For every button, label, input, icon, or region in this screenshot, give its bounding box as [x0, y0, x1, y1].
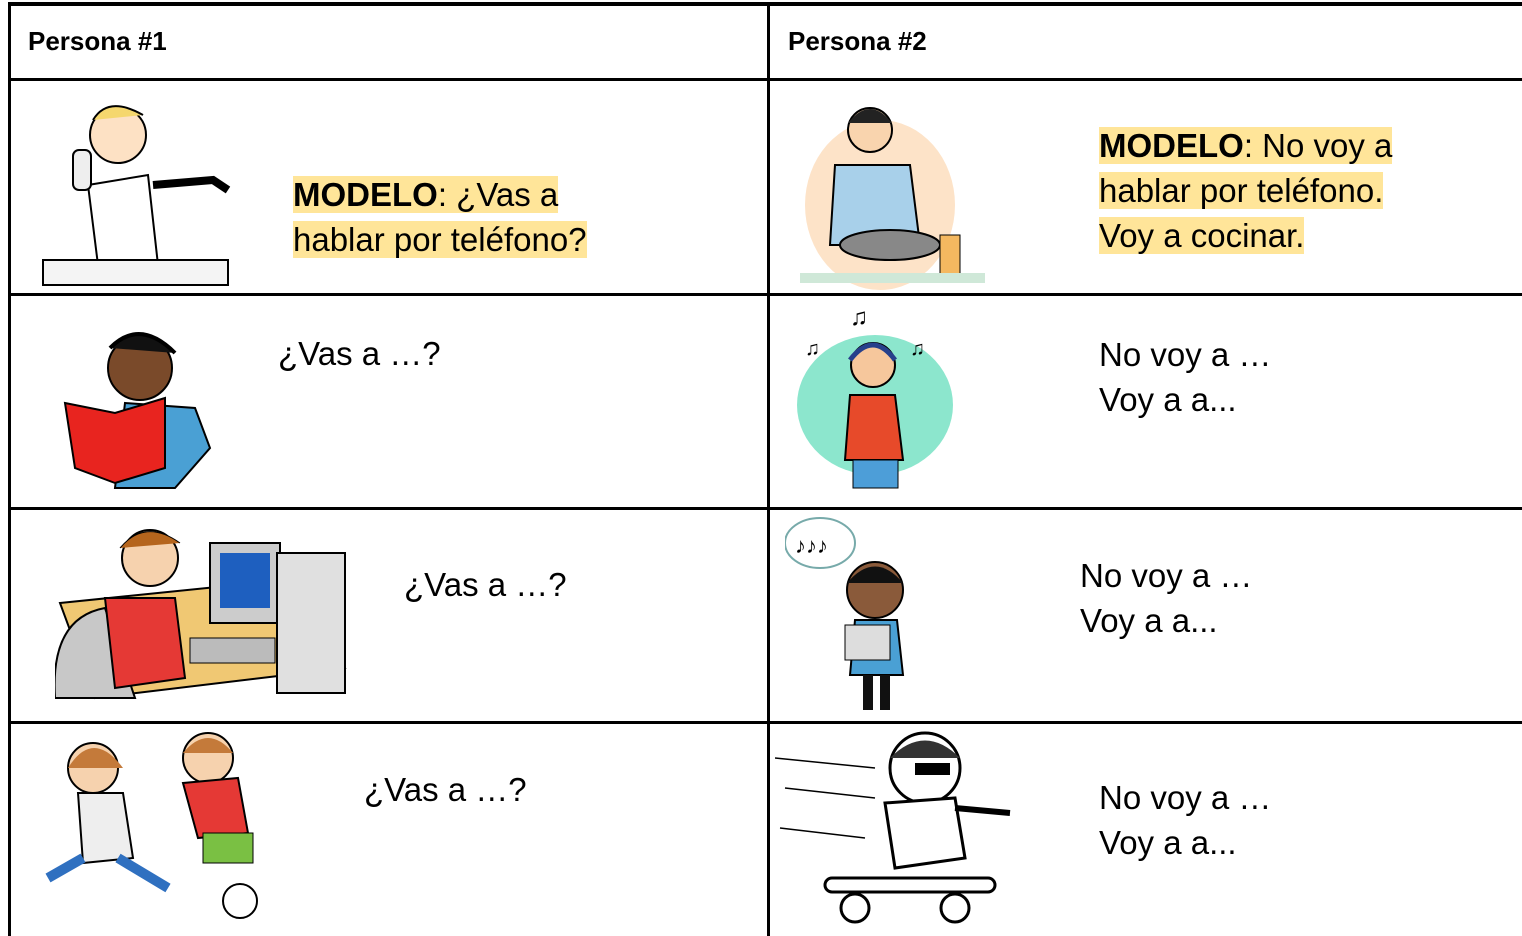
clipart-reading — [63, 332, 212, 489]
header-cell: Persona #2 — [788, 26, 927, 56]
column-divider — [767, 2, 770, 936]
text: Voy a a... — [1099, 381, 1237, 418]
svg-text:♫: ♫ — [805, 338, 820, 360]
question: ¿Vas a …? — [278, 335, 441, 372]
model-answer: MODELO: No voy a hablar por teléfono. Voy… — [1099, 123, 1444, 258]
answer: No voy a … Voy a a... — [1080, 553, 1252, 643]
clipart-soccer — [45, 732, 258, 919]
text: No voy a … — [1099, 336, 1272, 373]
model-label: MODELO — [1099, 127, 1244, 164]
clipart-music: ♫ ♫ ♫ — [797, 310, 953, 489]
row-divider — [8, 293, 1522, 296]
header-cell: Persona #1 — [28, 26, 167, 56]
table-border — [8, 2, 1522, 6]
text: : ¿Vas a hablar por teléfono? — [293, 176, 587, 258]
text: Voy a a... — [1099, 824, 1237, 861]
answer: No voy a … Voy a a... — [1099, 775, 1271, 865]
clipart-computer — [55, 529, 347, 700]
table-border — [8, 2, 11, 936]
clipart-skateboard — [775, 731, 1011, 924]
question: ¿Vas a …? — [404, 566, 567, 603]
text: Voy a a... — [1080, 602, 1218, 639]
row-divider — [8, 721, 1522, 724]
text: : No voy a hablar por teléfono. — [1099, 127, 1393, 209]
row-divider — [8, 78, 1522, 81]
row-divider — [8, 507, 1522, 510]
text: No voy a … — [1099, 779, 1272, 816]
answer: No voy a … Voy a a... — [1099, 332, 1271, 422]
model-question: MODELO: ¿Vas a hablar por teléfono? — [293, 172, 638, 262]
model-label: MODELO — [293, 176, 438, 213]
text: Voy a cocinar. — [1099, 217, 1305, 254]
svg-text:♫: ♫ — [910, 338, 925, 360]
clipart-phone — [42, 105, 231, 286]
text: No voy a … — [1080, 557, 1253, 594]
clipart-singing: ♪♪♪ — [785, 517, 905, 710]
question: ¿Vas a …? — [364, 771, 527, 808]
svg-text:♫: ♫ — [850, 310, 868, 331]
clipart-cooking — [800, 107, 985, 290]
svg-text:♪♪♪: ♪♪♪ — [795, 533, 828, 558]
